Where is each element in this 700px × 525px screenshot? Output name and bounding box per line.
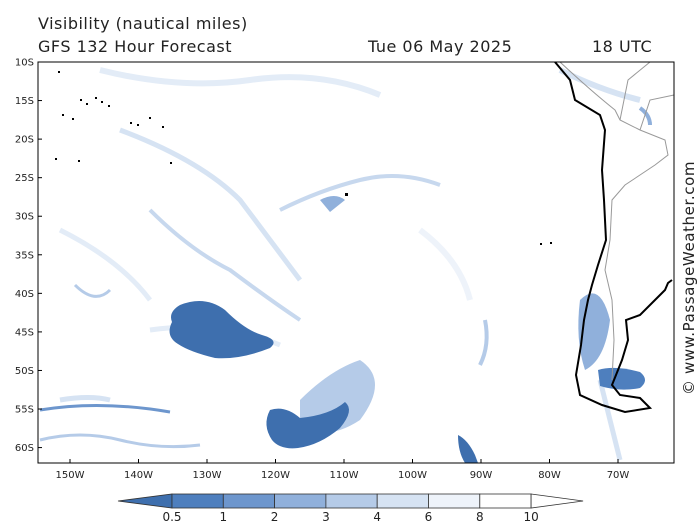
lat-tick-label: 20S [15, 135, 34, 146]
colorbar-label: 2 [271, 510, 279, 524]
colorbar-label: 0.5 [162, 510, 181, 524]
colorbar-segment [171, 493, 224, 509]
lat-tick-label: 30S [15, 212, 34, 223]
lon-tick-label: 80W [538, 470, 561, 481]
watermark: © www.PassageWeather.com [680, 160, 698, 395]
colorbar-label: 1 [219, 510, 227, 524]
colorbar-label: 6 [425, 510, 433, 524]
colorbar-label: 10 [523, 510, 538, 524]
colorbar-max-arrow [530, 493, 584, 509]
lat-tick-label: 45S [15, 327, 34, 338]
forecast-date: Tue 06 May 2025 [368, 37, 513, 56]
colorbar-label: 3 [322, 510, 330, 524]
lon-tick-label: 120W [261, 470, 290, 481]
lat-tick-label: 15S [15, 96, 34, 107]
lat-tick-label: 25S [15, 173, 34, 184]
pacific-islands [55, 71, 552, 245]
lat-tick-label: 35S [15, 250, 34, 261]
colorbar-segment [479, 493, 532, 509]
longitude-axis: 150W 140W 130W 120W 110W 100W 90W 80W 70W [56, 459, 630, 481]
low-visibility-area [169, 301, 274, 359]
latitude-axis: 10S 15S 20S 25S 30S 35S 40S 45S 50S 55S 60S [15, 58, 42, 454]
visibility-colorbar: 0.5 1 2 3 4 6 8 10 [117, 493, 584, 524]
lon-tick-label: 140W [124, 470, 153, 481]
forecast-model: GFS 132 Hour Forecast [38, 37, 233, 56]
country-borders [559, 61, 675, 381]
colorbar-label: 4 [373, 510, 381, 524]
lon-tick-label: 110W [330, 470, 359, 481]
lat-tick-label: 50S [15, 366, 34, 377]
colorbar-segment [222, 493, 276, 509]
colorbar-segment [376, 493, 429, 509]
colorbar-segment [428, 493, 481, 509]
lat-tick-label: 60S [15, 443, 34, 454]
colorbar-label: 8 [476, 510, 484, 524]
colorbar-segment [274, 493, 327, 509]
low-visibility-area [266, 402, 349, 449]
lon-tick-label: 130W [193, 470, 222, 481]
colorbar-min-arrow [117, 493, 173, 509]
map-frame [37, 61, 675, 464]
lat-tick-label: 55S [15, 405, 34, 416]
chart-title: Visibility (nautical miles) [38, 14, 248, 33]
visibility-field [39, 67, 652, 463]
coastline [554, 61, 673, 414]
lon-tick-label: 150W [56, 470, 85, 481]
colorbar-segment [325, 493, 378, 509]
lat-tick-label: 40S [15, 289, 34, 300]
lon-tick-label: 70W [607, 470, 630, 481]
lon-tick-label: 100W [398, 470, 427, 481]
lat-tick-label: 10S [15, 58, 34, 69]
forecast-time: 18 UTC [592, 37, 653, 56]
lon-tick-label: 90W [470, 470, 493, 481]
